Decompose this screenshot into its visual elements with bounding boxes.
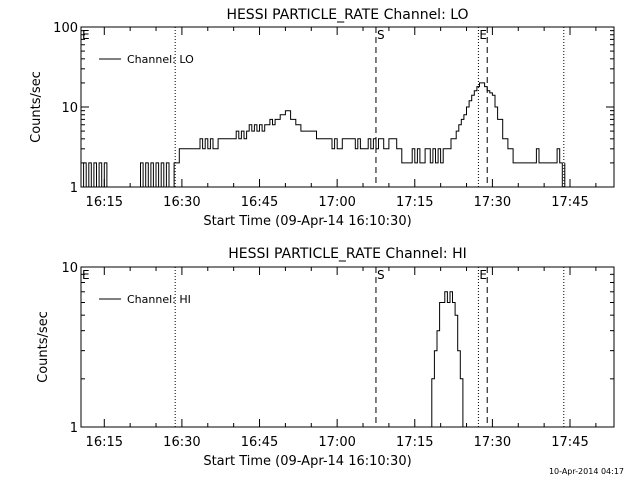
x-tick-label: 17:30 — [474, 195, 511, 210]
x-tick-label: 17:00 — [318, 195, 355, 210]
legend-label: Channel: HI — [127, 293, 191, 306]
plot-frame — [80, 266, 615, 428]
x-tick-label: 17:30 — [474, 435, 511, 450]
x-tick-label: 17:15 — [396, 195, 433, 210]
marker-label: S — [377, 28, 385, 42]
y-tick-label: 10 — [61, 101, 78, 116]
y-tick-label: 10 — [61, 261, 78, 276]
chart-title: HESSI PARTICLE_RATE Channel: LO — [226, 7, 468, 23]
panel-lo: HESSI PARTICLE_RATE Channel: LO 16:15 16:3… — [29, 7, 615, 229]
footer-timestamp: 10-Apr-2014 04:17 — [549, 467, 624, 476]
x-axis-label: Start Time (09-Apr-14 16:10:30) — [203, 214, 411, 229]
x-tick-label: 16:30 — [163, 195, 200, 210]
panel-hi: HESSI PARTICLE_RATE Channel: HI 16:15 16:3… — [36, 246, 615, 469]
series-line — [429, 291, 464, 428]
marker-label: E — [479, 28, 487, 42]
series-line — [81, 82, 566, 188]
y-tick-label: 100 — [53, 21, 78, 36]
x-axis-label: Start Time (09-Apr-14 16:10:30) — [203, 454, 411, 469]
marker-label: E — [479, 268, 487, 282]
x-tick-label: 16:15 — [86, 195, 123, 210]
y-axis-label: Counts/sec — [36, 311, 51, 383]
x-tick-label: 17:45 — [551, 195, 588, 210]
legend-label: Channel: LO — [127, 53, 194, 66]
y-axis-label: Counts/sec — [29, 71, 44, 143]
x-tick-label: 17:15 — [396, 435, 433, 450]
y-tick-label: 1 — [70, 421, 78, 436]
x-tick-label: 17:00 — [318, 435, 355, 450]
marker-label: S — [377, 268, 385, 282]
x-tick-label: 17:45 — [551, 435, 588, 450]
x-tick-label: 16:45 — [241, 195, 278, 210]
marker-label: E — [82, 28, 90, 42]
x-tick-label: 16:45 — [241, 435, 278, 450]
chart-title: HESSI PARTICLE_RATE Channel: HI — [228, 246, 466, 262]
x-tick-label: 16:30 — [163, 435, 200, 450]
y-tick-label: 1 — [70, 181, 78, 196]
marker-label: E — [82, 268, 90, 282]
x-tick-label: 16:15 — [86, 435, 123, 450]
